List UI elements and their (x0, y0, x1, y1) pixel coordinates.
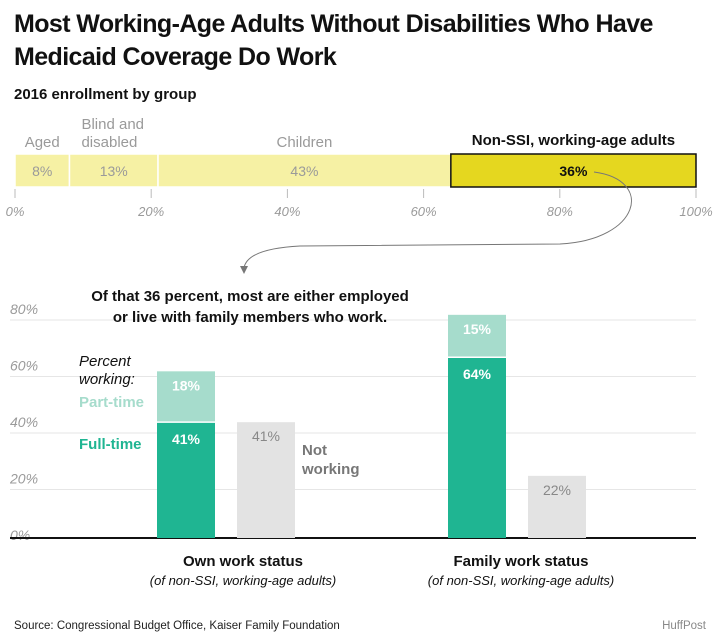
group-label: Own work status (183, 553, 303, 570)
full-time-bar (448, 357, 506, 538)
group-note: (of non-SSI, working-age adults) (150, 573, 336, 588)
group-label: Family work status (453, 553, 588, 570)
source-note: Source: Congressional Budget Office, Kai… (14, 620, 340, 632)
full-time-value-label: 64% (463, 366, 492, 382)
legend-title: working: (79, 371, 135, 388)
not-working-label: Not (302, 442, 327, 459)
legend-part-time: Part-time (79, 394, 144, 411)
x-tick-label: 0% (6, 204, 25, 219)
segment-value-label: 36% (559, 163, 588, 179)
annotation-line: or live with family members who work. (113, 309, 387, 326)
work-status-chart: 0% 20% 40% 60% 80% Of that 36 percent, most a… (9, 288, 696, 588)
segment-non-ssi-working-age-adults (450, 153, 697, 188)
chart-subtitle: 2016 enrollment by group (14, 86, 197, 103)
segment-value-label: 13% (100, 163, 128, 179)
full-time-value-label: 41% (172, 431, 201, 447)
y-tick-label: 40% (10, 414, 38, 430)
part-time-value-label: 15% (463, 321, 492, 337)
x-tick-label: 20% (137, 204, 164, 219)
annotation-line: Of that 36 percent, most are either empl… (91, 288, 409, 305)
chart-title: Most Working-Age Adults Without Disabili… (14, 10, 653, 71)
enrollment-bar-chart: 0% 20% 40% 60% 80% 100% 8% Aged 13% Blind anddisa… (6, 116, 713, 219)
x-tick-label: 40% (274, 204, 300, 219)
y-tick-label: 0% (10, 527, 30, 543)
segment-category-label: Aged (25, 134, 60, 151)
connector-curve (243, 171, 632, 269)
legend-title: Percent (79, 353, 132, 370)
y-tick-label: 20% (9, 471, 38, 487)
not-working-value-label: 22% (543, 482, 571, 498)
connector-arrow (240, 171, 632, 274)
part-time-bar (448, 314, 506, 358)
segment-category-label: disabled (81, 134, 137, 151)
connector-arrowhead (240, 266, 248, 274)
group-note: (of non-SSI, working-age adults) (428, 573, 614, 588)
part-time-bar (157, 371, 215, 423)
segment-category-label: Children (276, 134, 332, 151)
segment-category-label: Non-SSI, working-age adults (472, 132, 675, 149)
not-working-value-label: 41% (252, 428, 280, 444)
x-tick-label: 100% (679, 204, 712, 219)
not-working-bar (528, 475, 586, 538)
segment-value-label: 43% (290, 163, 318, 179)
full-time-bar (157, 422, 215, 538)
segment-children (157, 153, 452, 188)
x-tick-label: 60% (411, 204, 437, 219)
segment-category-label: Blind and (81, 116, 144, 133)
part-time-value-label: 18% (172, 377, 201, 393)
x-tick-label: 80% (547, 204, 573, 219)
brand-logo: HuffPost (662, 620, 706, 632)
y-tick-label: 60% (10, 358, 38, 374)
segment-value-label: 8% (32, 163, 52, 179)
not-working-label: working (301, 461, 360, 478)
not-working-bar (237, 422, 295, 538)
segment-aged (14, 153, 71, 188)
y-tick-label: 80% (10, 301, 38, 317)
legend-full-time: Full-time (79, 436, 142, 453)
